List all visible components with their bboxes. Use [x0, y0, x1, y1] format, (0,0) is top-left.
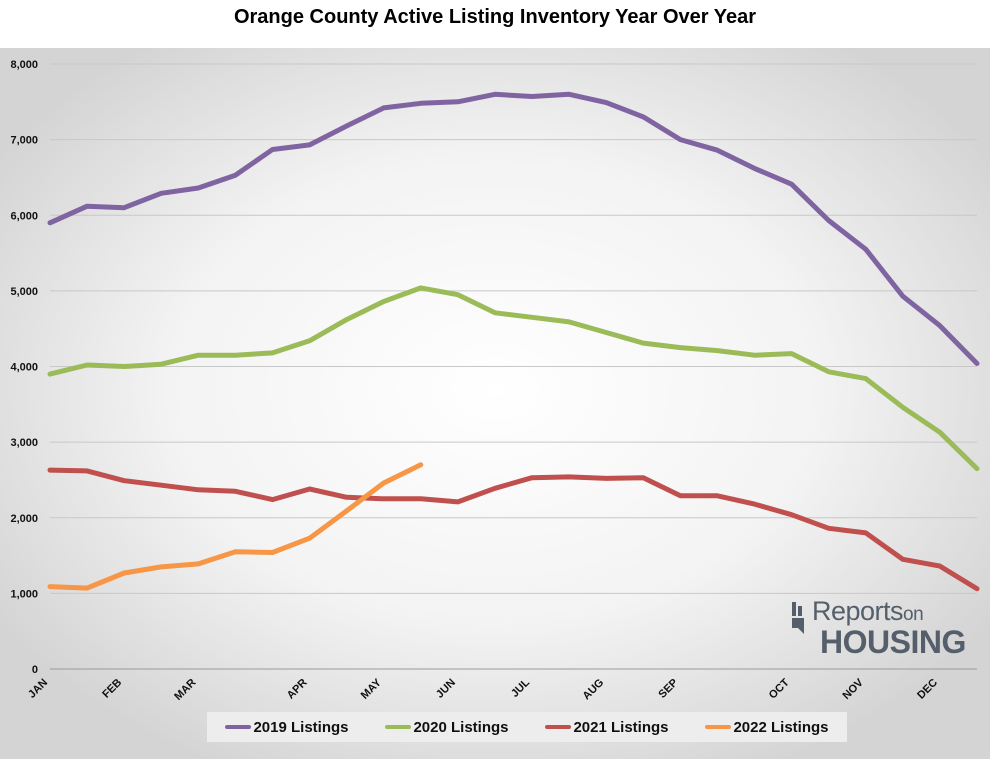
series-line-2021-listings: [47, 467, 980, 592]
series-line-2019-listings: [47, 91, 980, 366]
plot-background: [0, 48, 990, 759]
reports-on-housing-logo: Reportson HOUSING: [790, 596, 966, 660]
y-tick-label: 1,000: [10, 588, 38, 600]
y-tick-label: 7,000: [10, 135, 38, 147]
house-logo-icon: [792, 602, 804, 634]
legend-item-2020: 2020 Listings: [385, 718, 509, 736]
series-line-2022-listings: [47, 462, 424, 591]
logo-word-on: on: [903, 604, 924, 625]
legend-label-2019: 2019 Listings: [253, 718, 349, 736]
legend-swatch-2019: [225, 725, 252, 729]
y-tick-label: 3,000: [10, 437, 38, 449]
legend-item-2019: 2019 Listings: [225, 718, 349, 736]
y-tick-label: 4,000: [10, 362, 38, 374]
legend-item-2021: 2021 Listings: [545, 718, 669, 736]
y-tick-label: 0: [32, 664, 38, 676]
y-tick-label: 8,000: [10, 59, 38, 71]
legend-swatch-2022: [705, 725, 732, 729]
y-tick-label: 2,000: [10, 513, 38, 525]
logo-text-housing: HOUSING: [820, 624, 966, 660]
logo-text-reports: Reportson: [812, 596, 924, 627]
series-lines: [47, 91, 980, 592]
series-line-2020-listings: [47, 285, 980, 472]
legend-label-2021: 2021 Listings: [573, 718, 669, 736]
logo-word-reports: Reports: [812, 596, 904, 626]
legend-swatch-2021: [545, 725, 572, 729]
legend-swatch-2020: [385, 725, 412, 729]
legend-label-2022: 2022 Listings: [733, 718, 829, 736]
legend-item-2022: 2022 Listings: [705, 718, 829, 736]
legend-label-2020: 2020 Listings: [413, 718, 509, 736]
chart-title: Orange County Active Listing Inventory Y…: [233, 6, 757, 28]
chart-legend: 2019 Listings 2020 Listings 2021 Listing…: [207, 712, 847, 742]
y-tick-label: 5,000: [10, 286, 38, 298]
y-tick-label: 6,000: [10, 210, 38, 222]
